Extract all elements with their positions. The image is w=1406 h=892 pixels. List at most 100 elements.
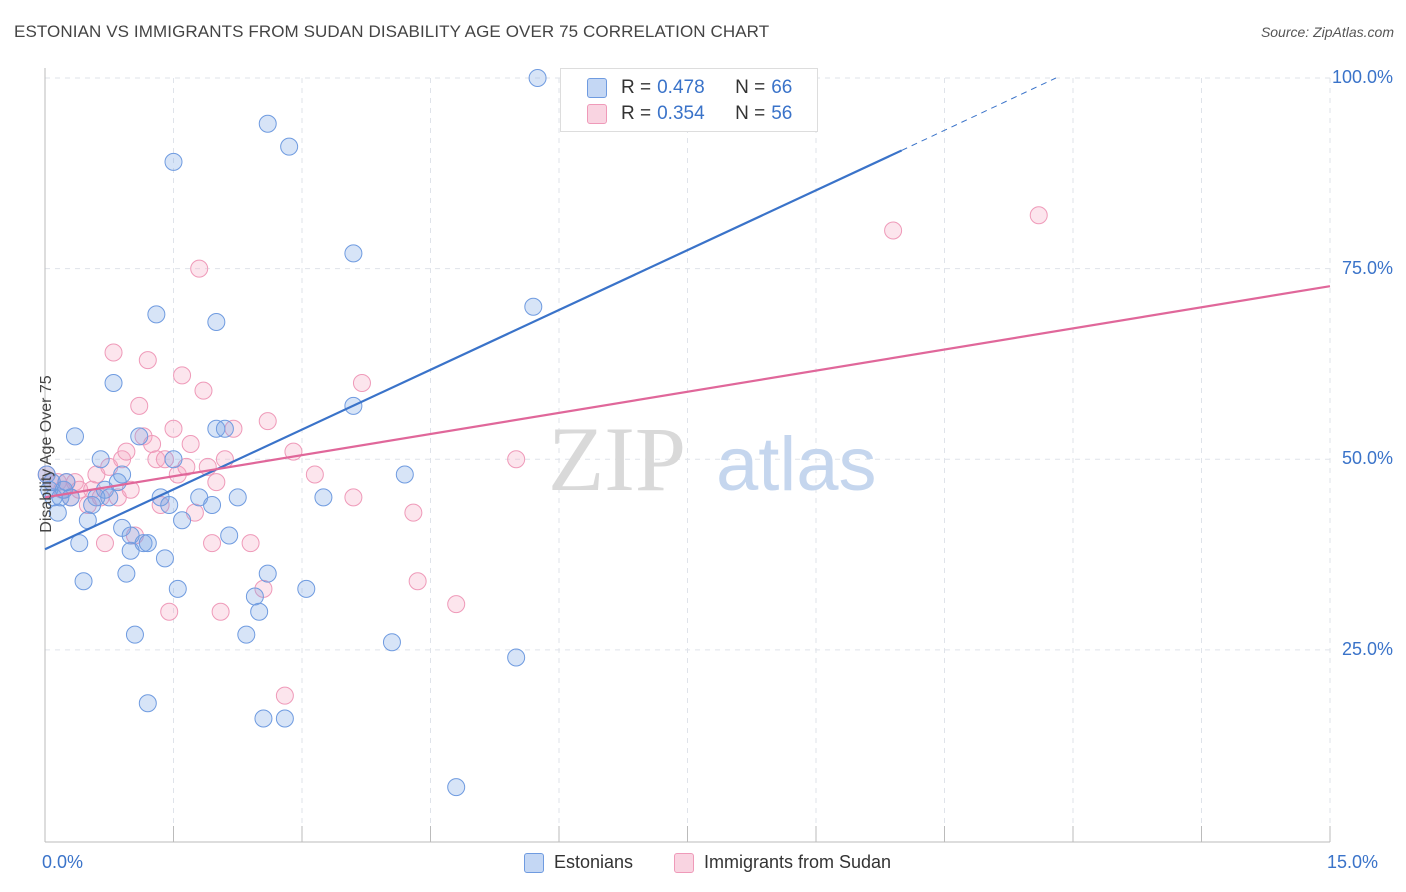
estonians-point xyxy=(125,625,144,644)
sudan-point xyxy=(884,221,903,240)
correlation-legend: R = 0.478 N = 66 R = 0.354 N = 56 xyxy=(560,68,818,132)
x-tick-label-max: 15.0% xyxy=(1327,852,1379,872)
sudan-point xyxy=(258,412,277,431)
estonians-point xyxy=(395,465,414,484)
sudan-point xyxy=(117,442,136,461)
bottom-legend-swatch-pink xyxy=(674,852,694,873)
grid-lines xyxy=(45,77,1331,840)
estonians-point xyxy=(215,419,234,438)
estonians-point xyxy=(203,496,222,514)
axes xyxy=(44,68,1331,843)
watermark-zip: ZIP xyxy=(548,408,686,510)
legend-r-value: 0.354 xyxy=(657,103,705,124)
estonians-point xyxy=(250,602,269,621)
legend-r-label: R = xyxy=(621,103,652,124)
estonians-point xyxy=(104,374,123,392)
sudan-point xyxy=(447,595,466,614)
estonians-point xyxy=(528,69,547,87)
estonians-point xyxy=(48,503,67,522)
sudan-point xyxy=(408,572,427,591)
estonians-point xyxy=(207,313,226,331)
legend-swatch-pink xyxy=(587,104,607,124)
legend-r-label: R = xyxy=(621,77,652,98)
sudan-point xyxy=(164,419,183,438)
estonians-point xyxy=(147,305,166,324)
bottom-legend-sudan: Immigrants from Sudan xyxy=(674,852,891,873)
legend-n-value: 56 xyxy=(771,103,793,124)
bottom-legend-estonians: Estonians xyxy=(524,852,633,873)
estonians-point xyxy=(275,709,294,728)
bottom-legend-label: Estonians xyxy=(554,852,634,872)
y-tick-label: 25.0% xyxy=(1341,638,1393,659)
sudan-point xyxy=(207,473,226,492)
sudan-trend-line xyxy=(44,285,1331,499)
estonians-trend-extension xyxy=(901,77,1057,151)
sudan-point xyxy=(241,534,260,553)
estonians-point xyxy=(237,625,256,644)
sudan-point xyxy=(507,450,526,469)
estonians-point xyxy=(447,778,466,797)
y-axis-title: Disability Age Over 75 xyxy=(38,375,55,533)
estonians-point xyxy=(57,473,76,492)
estonians-point xyxy=(258,564,277,583)
estonians-point xyxy=(100,488,119,507)
sudan-point xyxy=(404,503,423,522)
sudan-point xyxy=(211,602,230,621)
legend-n-label: N = xyxy=(735,103,766,124)
sudan-point xyxy=(181,435,200,453)
estonians-point xyxy=(130,427,149,446)
series-sudan-points xyxy=(37,206,1048,705)
estonians-point xyxy=(138,694,157,713)
estonians-point xyxy=(91,450,110,469)
sudan-point xyxy=(203,534,222,553)
series-estonians-points xyxy=(37,69,671,797)
estonians-point xyxy=(134,534,153,553)
sudan-point xyxy=(305,465,324,484)
estonians-point xyxy=(138,534,157,553)
y-tick-label: 50.0% xyxy=(1341,448,1393,469)
estonians-trend-line xyxy=(44,149,903,551)
sudan-point xyxy=(1029,206,1048,225)
estonians-point xyxy=(228,488,247,507)
sudan-point xyxy=(104,343,123,362)
legend-n-label: N = xyxy=(735,77,766,98)
watermark-atlas: atlas xyxy=(716,422,877,507)
legend-swatch-blue xyxy=(587,78,607,98)
estonians-point xyxy=(168,579,187,598)
trend-lines xyxy=(44,77,1331,551)
chart-title: ESTONIAN VS IMMIGRANTS FROM SUDAN DISABI… xyxy=(14,22,770,41)
legend-row-sudan: R = 0.354 N = 56 xyxy=(587,103,792,125)
y-tick-label: 75.0% xyxy=(1341,257,1393,278)
estonians-point xyxy=(254,709,273,728)
y-tick-label: 100.0% xyxy=(1331,67,1393,87)
x-tick-label-min: 0.0% xyxy=(42,852,84,872)
source-label: Source: ZipAtlas.com xyxy=(1260,24,1394,40)
estonians-point xyxy=(117,564,136,583)
bottom-legend-label: Immigrants from Sudan xyxy=(704,852,892,872)
legend-n-value: 66 xyxy=(771,77,793,98)
sudan-point xyxy=(130,396,149,415)
estonians-point xyxy=(245,587,264,606)
estonians-point xyxy=(74,572,93,591)
sudan-point xyxy=(352,374,371,392)
estonians-point xyxy=(83,496,102,514)
watermark: ZIP atlas xyxy=(548,408,877,510)
estonians-point xyxy=(220,526,239,545)
estonians-point xyxy=(173,511,192,530)
estonians-point xyxy=(524,297,543,316)
sudan-point xyxy=(194,381,213,400)
sudan-point xyxy=(95,534,114,553)
estonians-point xyxy=(344,244,363,263)
estonians-point xyxy=(382,633,401,652)
sudan-point xyxy=(160,602,179,621)
estonians-point xyxy=(113,465,132,484)
estonians-point xyxy=(155,549,174,568)
legend-r-value: 0.478 xyxy=(657,77,705,98)
estonians-point xyxy=(297,579,316,598)
sudan-point xyxy=(344,488,363,507)
estonians-point xyxy=(65,427,84,446)
estonians-point xyxy=(160,496,179,514)
estonians-point xyxy=(70,534,89,553)
bottom-legend-swatch-blue xyxy=(524,852,544,873)
